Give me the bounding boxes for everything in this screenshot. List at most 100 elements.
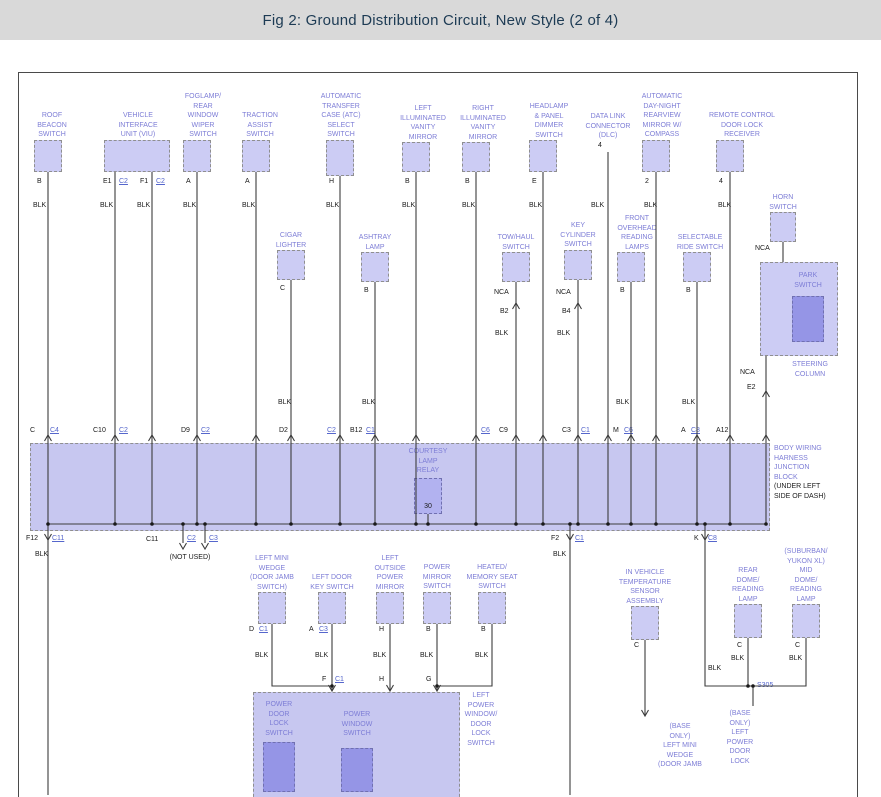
wire-color-label-blk: BLK	[242, 202, 256, 209]
pin-c10: C10	[93, 427, 106, 434]
connector-ref-c8[interactable]: C8	[691, 427, 700, 434]
remote-receiver-label: REMOTE CONTROL DOOR LOCK RECEIVER	[708, 112, 776, 138]
pin-h: H	[379, 676, 385, 683]
key-cylinder-switch-box	[564, 250, 592, 280]
pin-b: B	[686, 287, 691, 294]
horn-switch-label: HORN SWITCH	[769, 194, 797, 211]
connector-ref-c2[interactable]: C2	[156, 178, 165, 185]
in-vehicle-temp-sensor-box	[631, 606, 659, 640]
cigar-lighter-label: CIGAR LIGHTER	[275, 232, 307, 249]
pin-f: F	[322, 676, 327, 683]
mid-dome-reading-lamp-box	[792, 604, 820, 638]
pin-f12: F12	[26, 535, 39, 542]
pin-d9: D9	[181, 427, 190, 434]
headlamp-dimmer-switch-box	[529, 140, 557, 172]
pin-g: G	[426, 676, 432, 683]
key-cylinder-label: KEY CYLINDER SWITCH	[560, 222, 596, 248]
selectable-ride-switch-box	[683, 252, 711, 282]
connector-ref-c1[interactable]: C1	[259, 626, 268, 633]
pin-nca: NCA	[556, 289, 571, 296]
wire-color-label-blk: BLK	[33, 202, 47, 209]
tow-haul-switch-box	[502, 252, 530, 282]
body-wiring-label: BODY WIRING HARNESS JUNCTION BLOCK	[774, 445, 822, 481]
park-switch-box	[792, 296, 824, 342]
connector-ref-c3[interactable]: C3	[319, 626, 328, 633]
wire-color-label-blk: BLK	[731, 655, 745, 662]
connector-ref-c1[interactable]: C1	[581, 427, 590, 434]
pin-b: B	[481, 626, 486, 633]
connector-ref-c11[interactable]: C11	[52, 535, 65, 542]
wire-color-label-blk: BLK	[708, 665, 722, 672]
wire-color-label-blk: BLK	[495, 330, 509, 337]
wire-color-label-blk: BLK	[718, 202, 732, 209]
s305-splice-label: S305	[757, 682, 774, 689]
pin-c: C	[30, 427, 36, 434]
pin-4: 4	[598, 142, 602, 149]
vehicle-interface-unit-box	[104, 140, 170, 172]
connector-ref-c2[interactable]: C2	[119, 178, 128, 185]
relay-30-label: 30	[424, 503, 432, 510]
dlc-label: DATA LINK CONNECTOR (DLC)	[585, 113, 631, 139]
pin-b: B	[364, 287, 369, 294]
pin-4: 4	[719, 178, 723, 185]
pin-nca: NCA	[494, 289, 509, 296]
connector-ref-c1[interactable]: C1	[575, 535, 584, 542]
pin-nca: NCA	[755, 245, 770, 252]
front-overhead-label: FRONT OVERHEAD READING LAMPS	[617, 215, 657, 251]
wire-color-label-blk: BLK	[616, 399, 630, 406]
left-outside-mirror-label: LEFT OUTSIDE POWER MIRROR	[374, 555, 406, 591]
wire-color-label-blk: BLK	[35, 551, 49, 558]
mid-dome-label: (SUBURBAN/ YUKON XL) MID DOME/ READING L…	[784, 548, 828, 603]
pin-b: B	[405, 178, 410, 185]
pin-d: D	[249, 626, 255, 633]
wire-color-label-blk: BLK	[315, 652, 329, 659]
connector-ref-c2[interactable]: C2	[201, 427, 210, 434]
connector-ref-c1[interactable]: C1	[366, 427, 375, 434]
connector-ref-c1[interactable]: C1	[335, 676, 344, 683]
park-switch-label: PARK SWITCH	[794, 272, 822, 289]
wire-color-label-blk: BLK	[553, 551, 567, 558]
left-door-key-switch-box	[318, 592, 346, 624]
left-outside-power-mirror-box	[376, 592, 404, 624]
tow-haul-label: TOW/HAUL SWITCH	[497, 234, 535, 251]
foglamp-rear-wiper-label: FOGLAMP/ REAR WINDOW WIPER SWITCH	[184, 93, 222, 138]
wire-color-label-blk: BLK	[789, 655, 803, 662]
traction-assist-switch-box	[242, 140, 270, 172]
foglamp-rear-wiper-switch-box	[183, 140, 211, 172]
base-only-mini-wedge-label: (BASE ONLY) LEFT MINI WEDGE (DOOR JAMB	[658, 723, 702, 768]
pin-2: 2	[645, 178, 649, 185]
pin-b: B	[620, 287, 625, 294]
base-only-pdl-label: (BASE ONLY) LEFT POWER DOOR LOCK	[726, 710, 754, 765]
heated-memory-seat-switch-box	[478, 592, 506, 624]
wire-color-label-blk: BLK	[529, 202, 543, 209]
pin-a: A	[681, 427, 686, 434]
courtesy-lamp-relay-box	[414, 478, 442, 514]
pin-a: A	[245, 178, 250, 185]
connector-ref-c3[interactable]: C3	[209, 535, 218, 542]
remote-door-lock-receiver-box	[716, 140, 744, 172]
horn-switch-box	[770, 212, 796, 242]
connector-ref-c2[interactable]: C2	[187, 535, 196, 542]
connector-ref-c6[interactable]: C6	[624, 427, 633, 434]
daynight-mirror-label: AUTOMATIC DAY-NIGHT REARVIEW MIRROR W/ C…	[641, 93, 683, 138]
headlamp-dimmer-label: HEADLAMP & PANEL DIMMER SWITCH	[529, 103, 569, 139]
pin-a: A	[186, 178, 191, 185]
steering-column-label: STEERING COLUMN	[792, 361, 828, 378]
wire-color-label-blk: BLK	[462, 202, 476, 209]
pin-c: C	[795, 642, 801, 649]
wire-color-label-blk: BLK	[402, 202, 416, 209]
pin-b: B	[465, 178, 470, 185]
pin-c: C	[280, 285, 286, 292]
connector-ref-c4[interactable]: C4	[50, 427, 59, 434]
pin-k: K	[694, 535, 699, 542]
wire-color-label-blk: BLK	[137, 202, 151, 209]
wire-color-label-blk: BLK	[278, 399, 292, 406]
wire-color-label-blk: BLK	[591, 202, 605, 209]
connector-ref-c8[interactable]: C8	[708, 535, 717, 542]
connector-ref-c2[interactable]: C2	[327, 427, 336, 434]
pin-d2: D2	[279, 427, 288, 434]
wire-color-label-blk: BLK	[557, 330, 571, 337]
power-door-lock-switch-box	[263, 742, 295, 792]
connector-ref-c6[interactable]: C6	[481, 427, 490, 434]
connector-ref-c2[interactable]: C2	[119, 427, 128, 434]
